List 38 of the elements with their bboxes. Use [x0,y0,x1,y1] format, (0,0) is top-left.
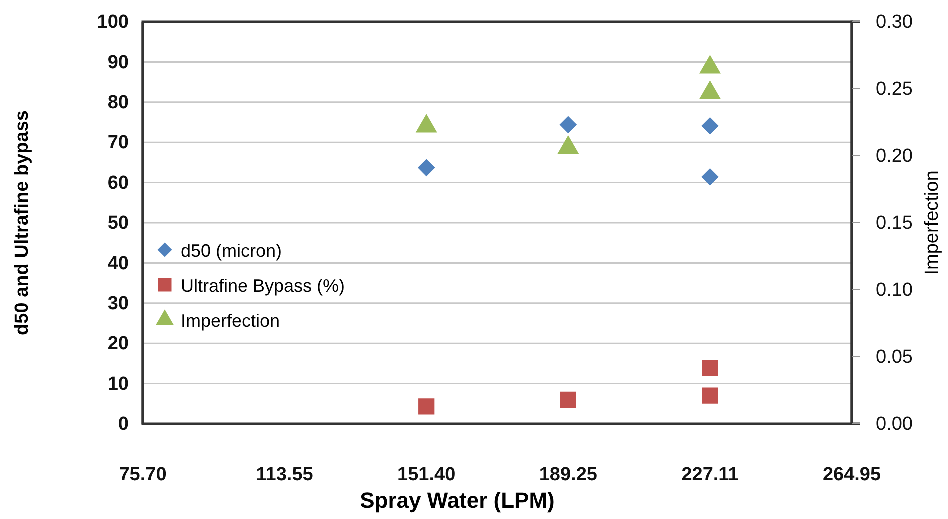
y-tick-label: 100 [97,12,129,34]
legend-label: d50 (micron) [181,241,282,261]
y2-tick-label: 0.10 [876,280,913,302]
legend-label: Ultrafine Bypass (%) [181,276,346,296]
y-tick-label: 80 [108,92,129,114]
point [418,159,436,177]
y2-tick-label: 0.15 [876,213,913,234]
y-tick-label: 70 [108,132,129,154]
point [702,360,718,376]
y2-axis-title: Imperfection [922,170,943,276]
y2-tick-label: 0.20 [876,146,913,168]
y-tick-label: 10 [108,374,129,395]
point [418,398,435,415]
x-tick-label: 264.95 [822,464,882,486]
y-tick-label: 60 [108,172,129,194]
y2-tick-label: 0.25 [876,79,913,100]
y2-tick-label: 0.30 [876,12,913,34]
y2-tick-label: 0.00 [876,414,913,436]
x-tick-label: 151.40 [398,464,456,486]
x-tick-label: 113.55 [256,464,314,486]
point [702,117,719,135]
x-axis-title: Spray Water (LPM) [360,488,555,513]
point [560,116,578,134]
y-tick-label: 50 [108,213,129,234]
y-axis-title: d50 and Ultrafine bypass [12,110,33,336]
y-tick-label: 0 [118,414,129,436]
y2-tick-label: 0.05 [876,347,913,368]
x-tick-label: 75.70 [119,464,167,486]
point [560,392,576,408]
y-tick-label: 40 [108,253,129,274]
point [702,388,718,404]
legend-label: Imperfection [181,311,280,331]
y-tick-label: 90 [108,52,129,74]
y-tick-label: 30 [108,293,129,314]
x-tick-label: 227.11 [682,464,740,486]
y-tick-label: 20 [108,334,129,355]
x-tick-label: 189.25 [539,464,598,486]
point [702,168,719,186]
